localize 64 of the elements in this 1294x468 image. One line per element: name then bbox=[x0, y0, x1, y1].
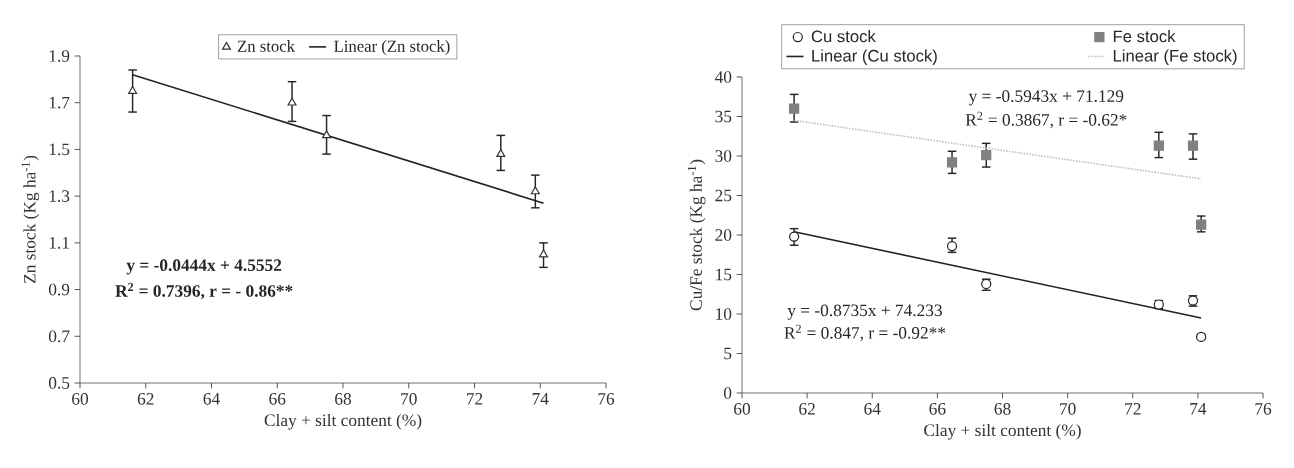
x-tick-label: 62 bbox=[137, 393, 154, 405]
legend-label: Fe stock bbox=[1113, 30, 1176, 43]
y-tick-label: 25 bbox=[715, 189, 732, 202]
point bbox=[788, 231, 800, 242]
point bbox=[287, 97, 297, 106]
legend-label: Linear (Zn stock) bbox=[334, 40, 450, 56]
annotation: y = -0.0444x + 4.5552 bbox=[126, 259, 282, 275]
x-tick-label: 66 bbox=[929, 403, 946, 415]
y-tick-label: 30 bbox=[715, 150, 732, 162]
x-tick-label: 76 bbox=[598, 393, 615, 405]
point bbox=[1187, 140, 1199, 151]
y-tick-label: 1.7 bbox=[49, 96, 70, 109]
x-tick-label: 60 bbox=[734, 403, 751, 415]
legend-label: Cu stock bbox=[811, 30, 876, 43]
point bbox=[496, 148, 506, 157]
legend-label: Linear (Fe stock) bbox=[1113, 49, 1237, 65]
annotation: y = -0.5943x + 71.129 bbox=[968, 90, 1124, 106]
annotation: R$^{2}$ = 0.3867, r = -0.62* bbox=[965, 111, 1127, 129]
y-tick-label: 15 bbox=[716, 268, 732, 281]
y-tick-label: 1.9 bbox=[49, 50, 70, 62]
x-tick-label: 60 bbox=[72, 393, 89, 405]
y-tick-label: 20 bbox=[715, 229, 732, 241]
x-tick-label: 70 bbox=[1060, 403, 1076, 415]
x-tick-label: 68 bbox=[335, 393, 352, 405]
x-tick-label: 70 bbox=[401, 393, 417, 405]
y-tick-label: 35 bbox=[715, 110, 732, 123]
x-tick-label: 62 bbox=[799, 403, 815, 415]
point bbox=[128, 85, 138, 94]
x-tick-label: 72 bbox=[466, 393, 483, 405]
y-axis-title: Zn stock (Kg ha$^{-1}$) bbox=[21, 155, 40, 284]
y-axis-title: Cu/Fe stock (Kg ha$^{-1}$) bbox=[687, 159, 706, 311]
legend-label: Zn stock bbox=[237, 40, 295, 52]
point bbox=[530, 186, 540, 195]
point bbox=[1196, 219, 1207, 230]
y-tick-label: 1.5 bbox=[49, 143, 70, 156]
x-axis-title: Clay + silt content (%) bbox=[264, 413, 422, 430]
y-tick-label: 0.9 bbox=[48, 283, 70, 296]
y-tick-label: 0.5 bbox=[48, 377, 70, 389]
point bbox=[1153, 140, 1164, 151]
point bbox=[946, 157, 958, 168]
x-tick-label: 68 bbox=[994, 403, 1011, 415]
x-tick-label: 64 bbox=[864, 403, 881, 415]
annotation: R$^{2}$ = 0.847, r = -0.92** bbox=[784, 324, 946, 342]
y-tick-label: 1.1 bbox=[49, 237, 69, 249]
x-tick-label: 66 bbox=[269, 393, 286, 405]
legend-label: Linear (Cu stock) bbox=[812, 49, 937, 65]
annotation: R$^{2}$ = 0.7396, r = - 0.86** bbox=[115, 282, 293, 300]
annotation: y = -0.8735x + 74.233 bbox=[787, 304, 942, 320]
y-tick-label: 5 bbox=[724, 347, 732, 360]
y-tick-label: 40 bbox=[714, 71, 732, 83]
point bbox=[981, 150, 992, 161]
y-tick-label: 0 bbox=[723, 387, 732, 399]
x-tick-label: 74 bbox=[532, 393, 549, 405]
point bbox=[539, 249, 549, 258]
x-tick-label: 64 bbox=[203, 393, 220, 405]
y-tick-label: 10 bbox=[716, 308, 732, 320]
x-axis-title: Clay + silt content (%) bbox=[924, 423, 1081, 440]
x-tick-label: 76 bbox=[1255, 403, 1272, 415]
point bbox=[788, 103, 800, 114]
x-tick-label: 74 bbox=[1190, 403, 1207, 415]
y-tick-label: 0.7 bbox=[48, 330, 70, 343]
point bbox=[322, 130, 332, 139]
x-tick-label: 72 bbox=[1125, 403, 1141, 415]
y-tick-label: 1.3 bbox=[49, 190, 70, 203]
